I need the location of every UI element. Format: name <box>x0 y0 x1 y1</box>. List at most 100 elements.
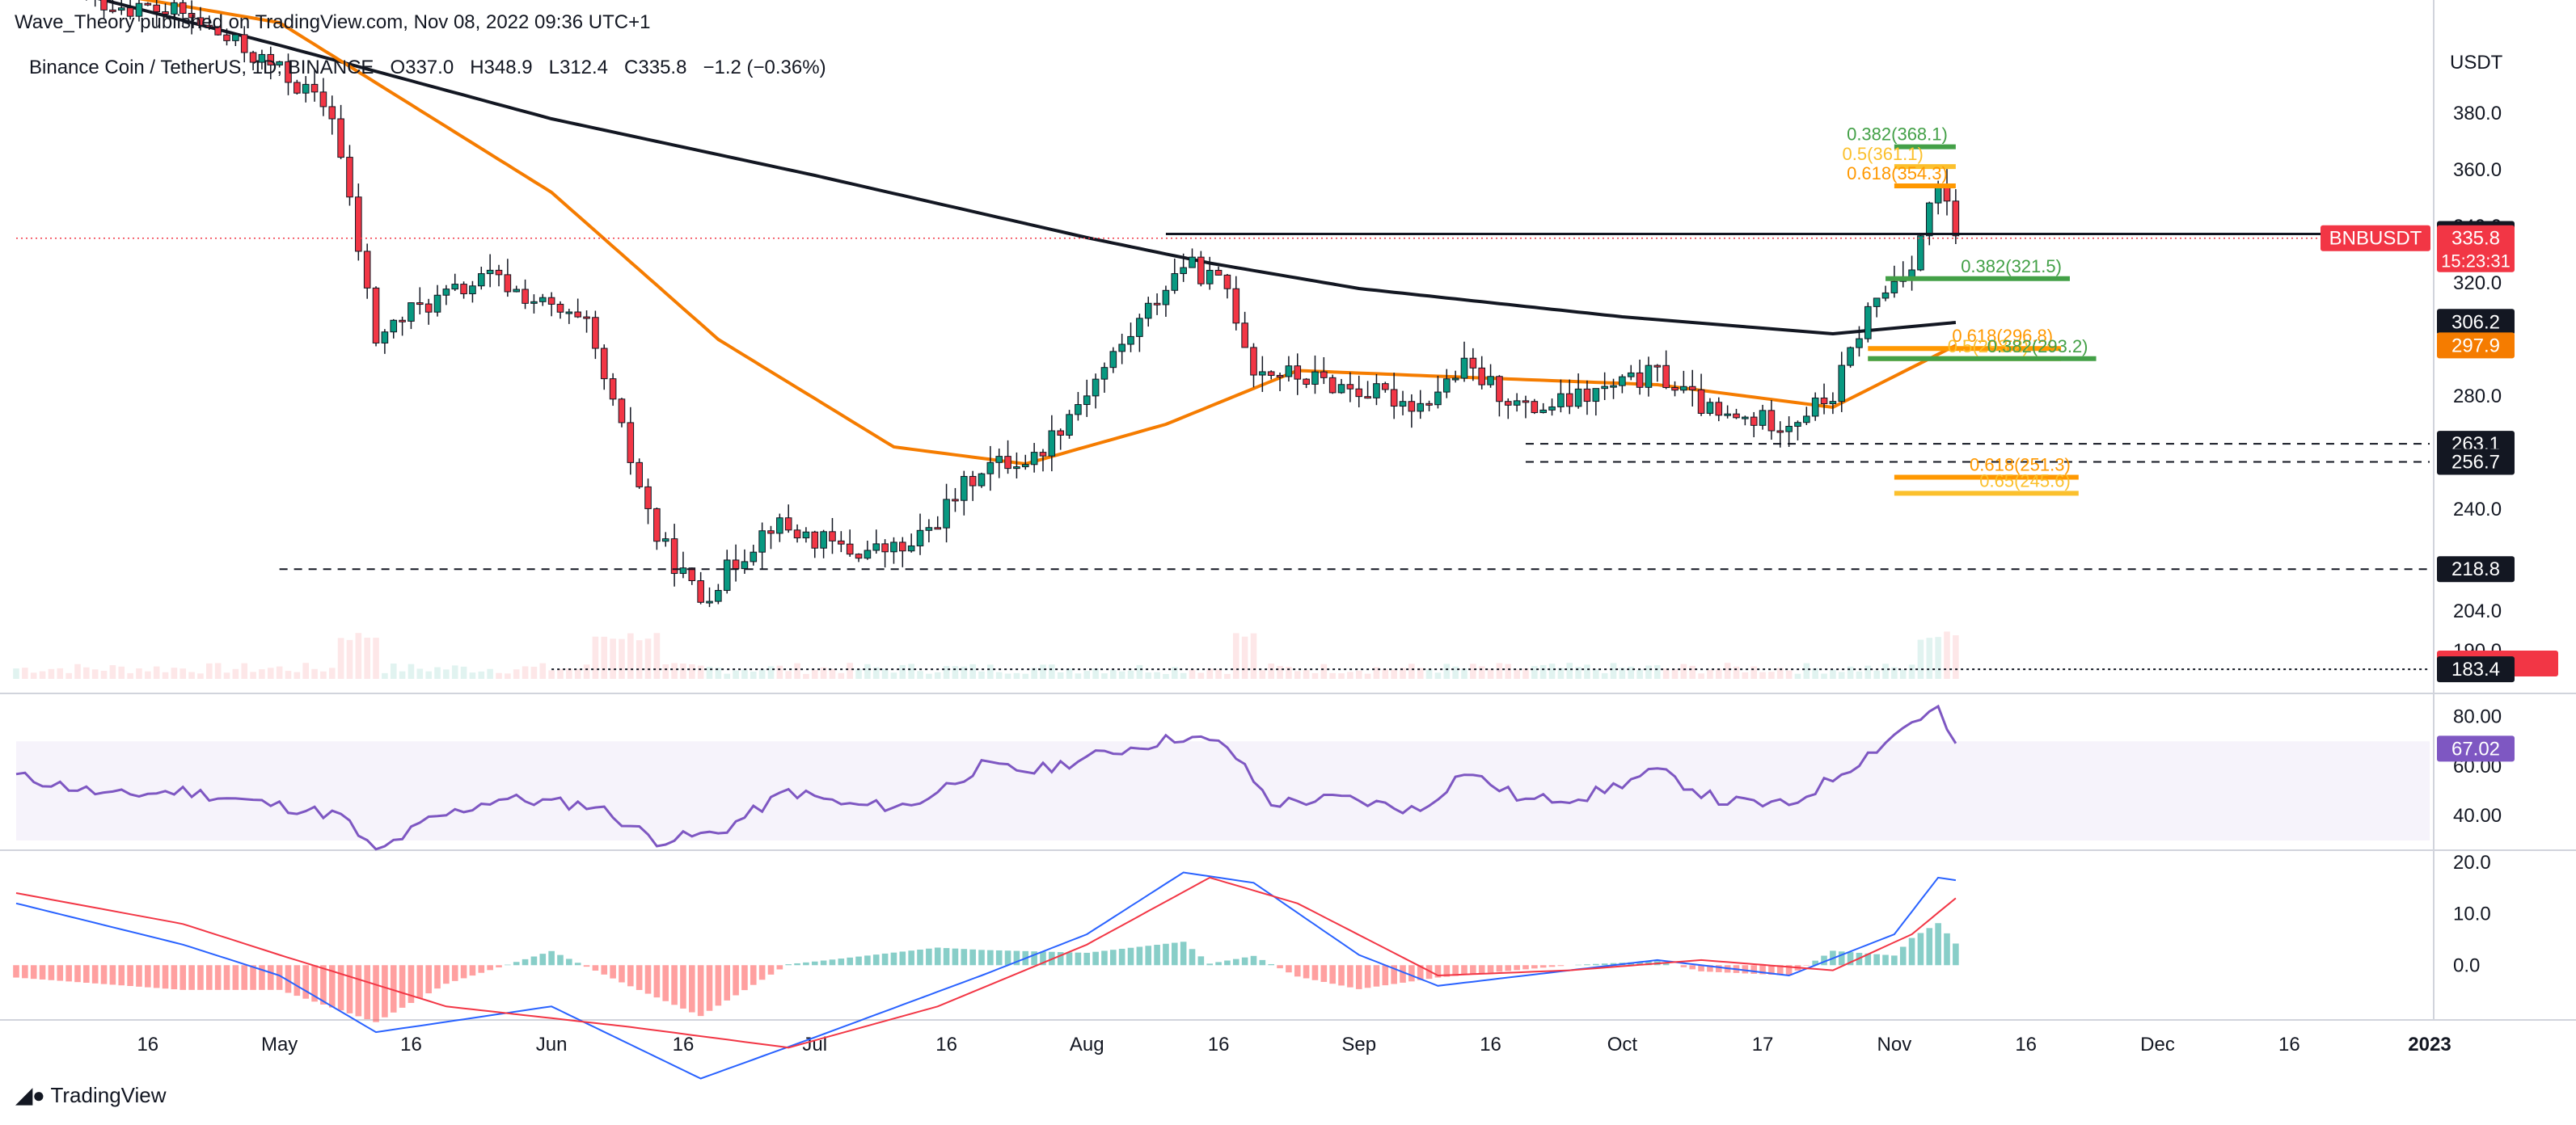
volume-bar <box>162 672 169 679</box>
volume-bar <box>1847 666 1854 679</box>
candle-body <box>1250 347 1257 376</box>
volume-bar <box>926 673 932 679</box>
volume-bar <box>469 672 476 679</box>
volume-bar <box>1408 664 1415 679</box>
macd-line <box>15 871 1957 1080</box>
level-price-tag <box>2437 449 2515 475</box>
volume-bar <box>416 668 424 679</box>
macd-histogram-bar <box>758 965 766 980</box>
macd-histogram-bar <box>794 963 800 966</box>
candle-body <box>223 34 230 41</box>
macd-histogram-bar <box>346 965 353 1013</box>
ohlc-high: 348.9 <box>484 57 533 78</box>
candle-body <box>1671 387 1679 391</box>
volume-bar <box>109 665 116 679</box>
macd-histogram-bar <box>1557 965 1565 967</box>
moving-average-line <box>138 0 1957 466</box>
ohlc-change: −1.2 (−0.36%) <box>703 57 826 78</box>
fib-level-label: 0.618(251.3) <box>1970 454 2071 474</box>
volume-bar <box>829 668 836 679</box>
candle-body <box>162 11 169 15</box>
macd-histogram-bar <box>803 962 809 966</box>
candle-body <box>1522 400 1530 403</box>
macd-histogram-bar <box>1776 965 1784 975</box>
macd-histogram-bar <box>1338 965 1345 986</box>
ohlc-close-label: C <box>624 57 639 78</box>
volume-bar <box>1830 669 1836 679</box>
candle-body <box>1645 364 1653 388</box>
macd-histogram-bar <box>1311 965 1319 980</box>
macd-histogram-bar <box>1864 953 1872 966</box>
macd-histogram-bar <box>1154 945 1160 966</box>
time-tick-label: Aug <box>1070 1034 1104 1055</box>
volume-bar <box>460 666 467 679</box>
candle-body <box>486 269 494 275</box>
macd-histogram-bar <box>364 965 370 1020</box>
candle-body <box>1075 404 1082 415</box>
macd-histogram-bar <box>1206 963 1214 966</box>
volume-bar <box>1514 669 1520 679</box>
volume-bar <box>399 671 406 679</box>
volume-bar <box>1566 663 1573 679</box>
volume-bar <box>1189 669 1196 679</box>
macd-histogram-bar <box>697 965 704 1017</box>
candle-body <box>1153 302 1161 305</box>
candle-body <box>1688 386 1696 390</box>
volume-bar <box>1619 668 1626 679</box>
macd-histogram-bar <box>1847 952 1854 966</box>
ohlc-open: 337.0 <box>405 57 454 78</box>
level-price-tag-label: 183.4 <box>2451 659 2500 680</box>
time-tick-label: 16 <box>2015 1034 2037 1055</box>
macd-histogram-bar <box>1382 965 1389 986</box>
time-tick-label: Oct <box>1607 1034 1638 1055</box>
volume-bar <box>285 671 292 679</box>
candle-body <box>1856 338 1863 348</box>
macd-histogram-bar <box>890 952 897 966</box>
candle-body <box>1697 389 1705 414</box>
volume-bar <box>1698 673 1704 679</box>
candle-body <box>1109 351 1117 369</box>
macd-histogram-bar <box>1075 952 1082 966</box>
candle-body <box>916 529 924 546</box>
volume-bar <box>733 670 739 679</box>
macd-histogram-bar <box>1101 950 1108 966</box>
volume-bar <box>250 672 256 679</box>
candle-body <box>802 531 810 539</box>
macd-histogram-bar <box>1645 961 1652 966</box>
candle-body <box>1223 274 1231 289</box>
volume-bar <box>320 671 327 679</box>
fib-level-label: 0.5(293.2) <box>1948 336 2029 356</box>
volume-bar <box>1452 666 1459 679</box>
candle-body <box>636 461 643 487</box>
macd-histogram-bar <box>1935 923 1941 966</box>
candle-body <box>214 26 222 36</box>
volume-bar <box>1206 668 1214 679</box>
macd-histogram-bar <box>434 965 441 989</box>
macd-histogram-bar <box>1610 963 1617 966</box>
macd-histogram-bar <box>1917 933 1924 966</box>
macd-histogram-bar <box>48 965 55 980</box>
macd-histogram-bar <box>355 965 362 1017</box>
candle-body <box>258 53 266 63</box>
macd-histogram-bar <box>1944 933 1950 966</box>
time-tick-label: Nov <box>1877 1034 1912 1055</box>
candle-body <box>1118 343 1125 352</box>
macd-histogram-bar <box>214 965 222 990</box>
candle-body <box>1136 318 1143 337</box>
candle-body <box>504 274 512 293</box>
ohlc-high-label: H <box>470 57 484 78</box>
candle-body <box>337 118 344 158</box>
macd-histogram-bar <box>1118 948 1125 966</box>
volume-bar <box>706 667 713 679</box>
candle-body <box>538 297 547 302</box>
macd-histogram-bar <box>1355 965 1362 989</box>
price-axis-tag-value: 297.9 <box>2451 335 2500 356</box>
macd-histogram-bar <box>65 965 72 982</box>
volume-bar <box>908 664 914 679</box>
fib-level-label: 0.382(293.2) <box>1987 336 2088 356</box>
rsi-tick-label: 40.00 <box>2453 805 2502 827</box>
macd-histogram-bar <box>100 965 108 984</box>
volume-bar <box>943 666 950 679</box>
macd-histogram-bar <box>1882 954 1889 966</box>
